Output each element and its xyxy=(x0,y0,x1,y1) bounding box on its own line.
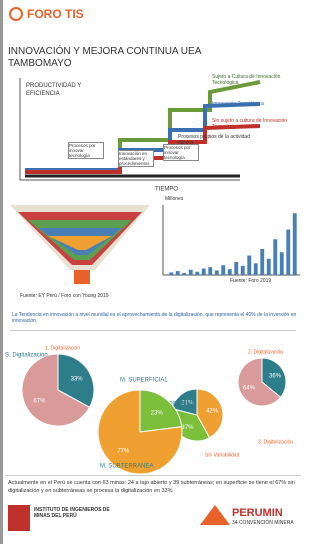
logo-right-sub: 34 CONVENCIÓN MINERA xyxy=(232,520,294,526)
pie-label: 33% xyxy=(71,377,84,383)
pie-slice xyxy=(21,353,91,427)
separator xyxy=(10,330,296,331)
pie-label: 64% xyxy=(243,386,256,392)
pie-subtitle: 3. Digitalización xyxy=(258,439,293,445)
bar xyxy=(247,255,252,275)
logo-left: INSTITUTO DE INGENIEROS DE MINAS DEL PER… xyxy=(34,507,110,519)
logo-left-icon xyxy=(8,505,30,531)
pie-title: S. Digitalización xyxy=(5,353,48,359)
graphics: FORO TIS TIEMPO 33% 67% S. Digitalización 1… xyxy=(0,0,301,544)
pie-label: 21% xyxy=(181,400,194,406)
pie-slice xyxy=(237,357,282,407)
bar xyxy=(188,269,193,275)
diagram-box: Innovación en estándares y procedimiento… xyxy=(118,150,154,167)
source: Fuente: EY Perú / Foro con Young 2019 xyxy=(20,293,109,299)
bar xyxy=(208,267,213,275)
bar xyxy=(214,270,219,275)
pie-slice xyxy=(261,357,287,399)
pie-subtitle: 1. Digitalización xyxy=(45,345,80,351)
pie-title: M. SUPERFICIAL xyxy=(120,378,168,384)
pie-label: 42% xyxy=(206,409,219,415)
footer-text: Actualmente en el Perú se cuenta con 63 … xyxy=(8,480,295,494)
bar-chart-title: Millones xyxy=(165,196,184,202)
x-label: TIEMPO xyxy=(155,187,178,193)
pie-title: Sin Variabilidad xyxy=(152,401,193,407)
bar xyxy=(292,213,297,275)
bar xyxy=(221,265,226,275)
pie-subtitle: 2. Digitalización xyxy=(248,349,283,355)
diagram-box: Procesos por innovar tecnología xyxy=(68,142,104,159)
source: Fuente: Foro 2019 xyxy=(230,278,272,284)
side-bar xyxy=(0,0,3,544)
pie-label: 36% xyxy=(269,373,282,379)
bar xyxy=(175,271,180,275)
bar xyxy=(260,249,265,275)
bar xyxy=(266,258,271,275)
pie-slice xyxy=(57,353,95,409)
diagram-label: Sin sujeto a cultura de Innovación Tecno… xyxy=(212,118,288,130)
pie-slice xyxy=(97,389,183,475)
pie-title: M. SUBTERRANEA xyxy=(100,464,153,470)
pie-label: 37% xyxy=(181,425,194,431)
pie-subtitle: Sin Variabilidad xyxy=(205,452,240,458)
bar xyxy=(182,273,187,275)
pie-slice xyxy=(196,388,224,439)
pie-label: 67% xyxy=(33,399,46,405)
funnel xyxy=(10,205,150,284)
pie-label: 77% xyxy=(117,448,130,454)
y-label: PRODUCTIVIDAD Y EFICIENCIA xyxy=(26,83,82,97)
bar xyxy=(201,268,206,275)
bar xyxy=(234,262,239,275)
pie-slice xyxy=(139,389,183,433)
bar xyxy=(227,269,232,275)
title: INNOVACIÓN Y MEJORA CONTINUA UEA TAMBOMA… xyxy=(8,46,201,69)
highlight: La Tendencia en innovación a nivel mundi… xyxy=(12,312,297,324)
bar xyxy=(169,272,174,275)
bar xyxy=(273,239,278,275)
page: FORO TIS TIEMPO 33% 67% S. Digitalización 1… xyxy=(0,0,301,544)
bar xyxy=(195,271,200,275)
separator xyxy=(5,475,301,476)
brand: FORO TIS xyxy=(27,7,84,21)
bar xyxy=(240,265,245,275)
logo-right-icon xyxy=(200,505,230,525)
diagram-box: Procesos por innovar tecnología xyxy=(163,144,199,161)
pie-label: 23% xyxy=(151,411,164,417)
bar xyxy=(286,229,291,275)
bar xyxy=(279,252,284,275)
logo-right: PERUMIN xyxy=(232,507,283,519)
bulb-icon xyxy=(9,7,23,21)
diagram-label: Sujeto a Cultura de Innovación Tecnológi… xyxy=(212,74,281,86)
diagram-label: Procesos propios de la actividad minera xyxy=(178,134,250,146)
bar xyxy=(253,263,258,275)
diagram-label: Innovación Tecnológica xyxy=(212,101,264,107)
